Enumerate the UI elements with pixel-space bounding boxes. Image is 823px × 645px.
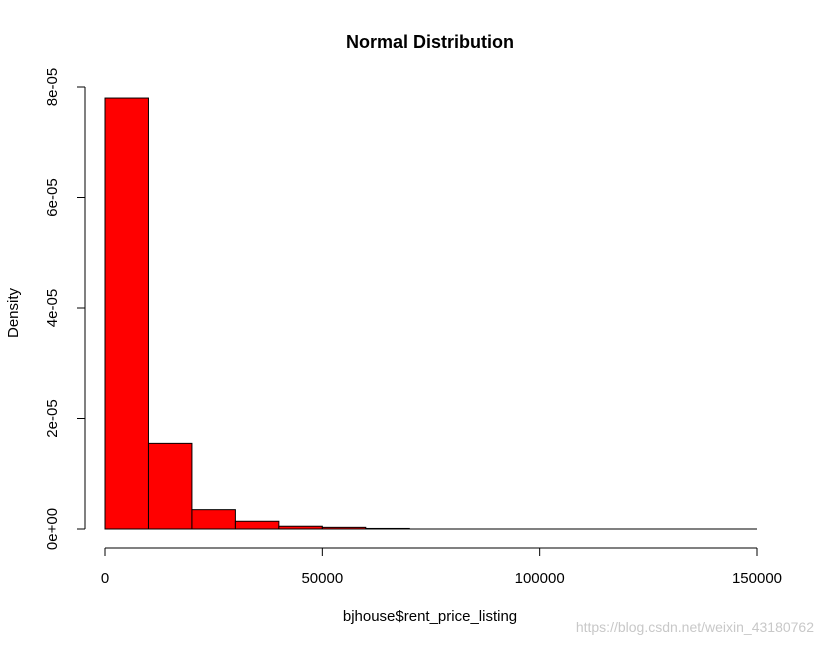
x-tick-label: 0: [101, 570, 109, 587]
x-tick-label: 100000: [515, 570, 565, 587]
x-axis: 0 50000 100000 150000: [101, 547, 782, 587]
histogram-bars: [104, 97, 757, 530]
y-tick-label: 2e-05: [44, 399, 61, 437]
x-tick-label: 50000: [301, 570, 343, 587]
chart-title: Normal Distribution: [346, 32, 514, 52]
histogram-bar: [234, 520, 280, 530]
y-axis-label: Density: [5, 287, 22, 338]
y-tick-label: 4e-05: [44, 289, 61, 327]
y-tick-label: 8e-05: [44, 68, 61, 106]
x-axis-label: bjhouse$rent_price_listing: [343, 608, 517, 625]
histogram-bar: [191, 509, 236, 530]
histogram-bar: [104, 97, 149, 530]
histogram-bar: [147, 442, 193, 530]
y-tick-label: 6e-05: [44, 178, 61, 216]
x-tick-label: 150000: [732, 570, 782, 587]
y-tick-label: 0e+00: [44, 508, 61, 550]
watermark-text: https://blog.csdn.net/weixin_43180762: [576, 619, 814, 635]
y-axis: 0e+00 2e-05 4e-05 6e-05 8e-05: [44, 68, 86, 550]
